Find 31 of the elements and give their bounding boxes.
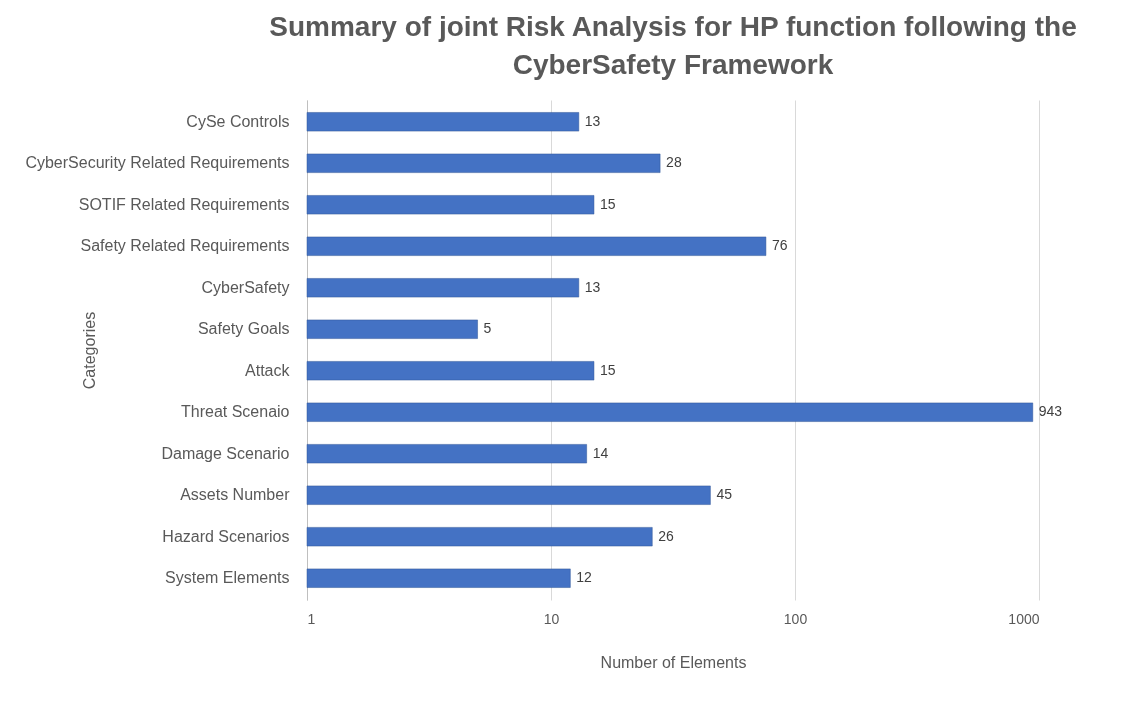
data-label: 943 [1038, 403, 1063, 420]
y-tick-label: Safety Goals [197, 320, 290, 338]
y-tick-label: Attack [245, 361, 291, 379]
data-label: 45 [716, 486, 733, 503]
x-tick-label: 1000 [1008, 610, 1040, 627]
x-tick-label: 10 [543, 610, 560, 627]
y-tick-label: Hazard Scenarios [162, 527, 290, 545]
data-label: 13 [584, 278, 601, 295]
data-label: 26 [658, 527, 675, 544]
data-label: 13 [584, 112, 601, 129]
y-tick-label: CyberSecurity Related Requirements [25, 154, 290, 172]
data-label: 12 [576, 569, 593, 586]
y-tick-label: Damage Scenario [161, 444, 290, 462]
y-axis-title: Categories [80, 311, 98, 390]
y-tick-label: System Elements [165, 569, 290, 587]
y-tick-label: CySe Controls [186, 112, 290, 130]
data-label: 5 [483, 320, 492, 337]
data-label: 15 [599, 195, 616, 212]
y-tick-label: Assets Number [180, 486, 291, 504]
x-tick-label: 1 [307, 610, 316, 627]
data-label: 76 [771, 237, 788, 254]
y-tick-label: Safety Related Requirements [80, 237, 290, 255]
y-tick-label: Threat Scenaio [180, 403, 290, 421]
chart-title: Summary of joint Risk Analysis for HP function following the CyberSafety Framework [269, 11, 1077, 80]
y-tick-label: CyberSafety [201, 278, 290, 296]
x-axis-title: Number of Elements [600, 653, 747, 671]
y-tick-label: SOTIF Related Requirements [78, 195, 290, 213]
data-label: 28 [666, 154, 682, 171]
data-label: 15 [599, 361, 616, 378]
x-tick-label: 100 [783, 610, 808, 627]
data-label: 14 [592, 444, 609, 461]
